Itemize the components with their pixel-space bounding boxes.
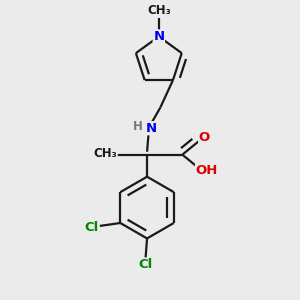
Text: H: H: [133, 120, 143, 133]
Text: O: O: [199, 131, 210, 144]
Text: N: N: [153, 30, 164, 43]
Text: CH₃: CH₃: [93, 147, 117, 160]
Text: OH: OH: [196, 164, 218, 177]
Text: CH₃: CH₃: [147, 4, 171, 17]
Text: Cl: Cl: [139, 258, 153, 272]
Text: Cl: Cl: [84, 221, 99, 234]
Text: N: N: [146, 122, 157, 135]
